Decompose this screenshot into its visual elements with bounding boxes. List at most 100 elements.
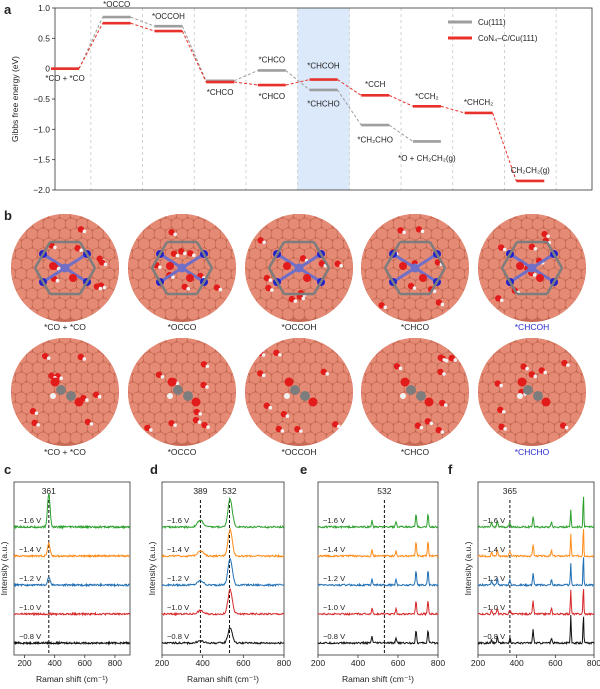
cu-atom	[175, 431, 189, 445]
oxygen-atom	[275, 425, 283, 433]
hydrogen-atom	[501, 410, 506, 414]
adsorbate-hydrogen	[50, 393, 56, 399]
carbon-bond	[33, 267, 52, 295]
cu-atom	[225, 341, 236, 355]
cobalt-atom	[527, 263, 537, 273]
cu-atom	[270, 431, 284, 445]
connector-line	[233, 70, 258, 82]
oxygen-atom	[200, 361, 208, 368]
cu-atom	[441, 338, 455, 345]
cu-atom	[113, 411, 119, 425]
cu-atom	[361, 431, 367, 445]
cu-atom	[419, 431, 433, 445]
spectrum-line	[317, 629, 439, 646]
raman-panel-e: 200 400 600 800 Raman shift (cm⁻¹) 532 −1.6 V −…	[311, 481, 445, 684]
oxygen-atom	[98, 259, 106, 266]
potential-label: −1.4 V	[323, 545, 346, 554]
cu-atom	[364, 431, 378, 445]
marker-label: 361	[42, 486, 56, 496]
cu-atom	[128, 341, 140, 355]
hydrogen-atom	[499, 298, 504, 303]
hydrogen-atom	[261, 373, 266, 378]
cu-atom	[11, 351, 17, 365]
hydrogen-atom	[171, 275, 175, 279]
state-label: CH₂CH₂(g)	[511, 166, 550, 175]
hydrogen-atom	[53, 245, 57, 250]
y-axis-label: Intensity (a.u.)	[147, 541, 157, 595]
cobalt-atom	[410, 263, 420, 273]
cu-atom	[113, 307, 119, 321]
cu-atom	[580, 287, 586, 301]
adsorbate-oxygen	[536, 274, 544, 282]
cu-atom	[397, 431, 411, 445]
carbon-bond	[267, 241, 286, 269]
raman-panel-f: 200 400 600 800 Intensity (a.u.) 365 −1.6 V −1.…	[463, 481, 600, 668]
cu-atom	[478, 431, 484, 445]
cu-atom	[142, 307, 156, 321]
cu-atom	[580, 307, 586, 321]
carbon-bond	[150, 267, 169, 295]
cu-atom	[463, 338, 469, 345]
oxygen-atom	[520, 363, 527, 370]
hydrogen-atom	[218, 287, 223, 292]
hydrogen-atom	[34, 411, 39, 416]
copper-atoms	[478, 338, 586, 445]
cu-atom	[397, 338, 411, 345]
adsorbate-carbon	[416, 391, 426, 401]
oxygen-atom	[273, 349, 280, 356]
cu-atom	[225, 257, 236, 271]
hydrogen-atom	[301, 296, 306, 301]
y-tick-label: −1.5	[33, 155, 50, 165]
cu-atom	[575, 381, 586, 395]
cu-atom	[113, 391, 119, 405]
cu-atom	[11, 421, 12, 435]
cu-atom	[292, 214, 306, 221]
hydrogen-atom	[440, 430, 445, 434]
cu-atom	[408, 307, 422, 321]
connector-line	[234, 81, 258, 86]
state-label: *O + CH₂CH₂(g)	[398, 154, 456, 163]
marker-label: 532	[377, 486, 391, 496]
cu-atom	[478, 401, 479, 415]
cu-atom	[270, 307, 284, 321]
oxygen-atom	[498, 244, 505, 251]
y-tick-label: −2.0	[33, 185, 50, 195]
cu-atom	[108, 421, 119, 435]
spectrum-line	[317, 571, 439, 588]
cu-atom	[128, 421, 129, 435]
cu-atom	[397, 214, 411, 221]
cu-atom	[58, 338, 72, 345]
connector-line	[440, 105, 465, 114]
cu-atom	[419, 307, 433, 321]
carbon-bond	[78, 267, 97, 295]
spectrum-line	[13, 541, 130, 559]
oxygen-atom	[31, 419, 38, 427]
highlight-band	[297, 8, 350, 190]
connector-line	[78, 16, 104, 69]
cu-atom	[186, 431, 200, 445]
cu-atom	[245, 277, 246, 291]
hydrogen-atom	[442, 357, 447, 362]
oxygen-atom	[424, 418, 432, 425]
legend-label: Cu(111)	[478, 18, 506, 27]
cu-atom	[11, 287, 17, 301]
cu-atom	[230, 307, 236, 321]
cu-atom	[361, 217, 362, 231]
adsorbate-oxygen	[167, 377, 177, 387]
cu-atom	[361, 297, 362, 311]
cu-atom	[225, 217, 236, 231]
copper-atoms	[478, 214, 586, 321]
spectrum-line	[477, 588, 595, 617]
spectrum-line	[477, 529, 595, 559]
oxygen-atom	[170, 250, 178, 257]
cu-atom	[536, 338, 550, 345]
cu-atom	[364, 338, 378, 345]
cu-atom	[325, 214, 339, 221]
state-label: *CHCO	[258, 56, 285, 65]
oxygen-atom	[201, 421, 208, 429]
cu-atom	[514, 214, 528, 221]
cu-atom	[347, 214, 353, 221]
cu-atom	[303, 307, 317, 321]
hydrogen-atom	[278, 352, 282, 357]
adsorbate-hydrogen	[400, 393, 406, 399]
